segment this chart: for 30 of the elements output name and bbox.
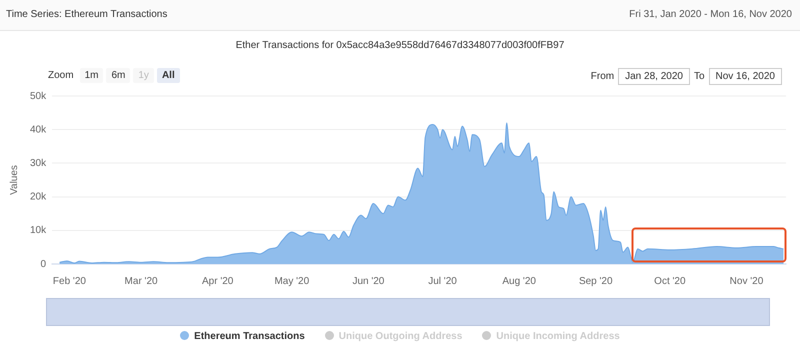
x-tick-label: Jun '20 bbox=[352, 276, 385, 287]
text: To bbox=[694, 71, 704, 82]
text: 1m bbox=[80, 68, 104, 83]
x-tick-label: Mar '20 bbox=[124, 276, 158, 287]
x-tick-label: May '20 bbox=[274, 276, 310, 287]
text: Time Series: Ethereum Transactions bbox=[6, 9, 168, 20]
text: 6m bbox=[106, 68, 130, 83]
x-tick-label: Feb '20 bbox=[52, 276, 86, 287]
text: All bbox=[156, 68, 180, 83]
y-tick-label: 20k bbox=[30, 192, 48, 203]
chart-title: Ether Transactions for 0x5acc84a3e9558dd76467d3348077d003f00fFB97 bbox=[234, 40, 566, 51]
x-tick-label: Apr '20 bbox=[202, 276, 234, 287]
legend-label: Ethereum Transactions bbox=[194, 331, 305, 342]
text: From bbox=[590, 71, 614, 82]
text: Nov 16, 2020 bbox=[708, 68, 782, 85]
text: Zoom bbox=[48, 70, 74, 81]
x-tick-label: Sep '20 bbox=[578, 276, 613, 287]
x-tick-label: Oct '20 bbox=[654, 276, 686, 287]
x-tick-label: Jul '20 bbox=[428, 276, 458, 287]
text: 1y bbox=[133, 68, 154, 83]
x-tick-label: Aug '20 bbox=[502, 276, 536, 287]
x-tick-label: Nov '20 bbox=[730, 276, 764, 287]
y-tick-label: 10k bbox=[30, 225, 48, 236]
y-tick-label: 0 bbox=[40, 258, 47, 270]
y-tick-label: 30k bbox=[30, 158, 48, 169]
y-tick-label: 40k bbox=[30, 124, 48, 136]
y-tick-label: 50k bbox=[30, 90, 48, 102]
text: Fri 31, Jan 2020 - Mon 16, Nov 2020 bbox=[629, 9, 792, 20]
text: Jan 28, 2020 bbox=[618, 68, 690, 85]
y-axis-title: Values bbox=[8, 165, 20, 195]
